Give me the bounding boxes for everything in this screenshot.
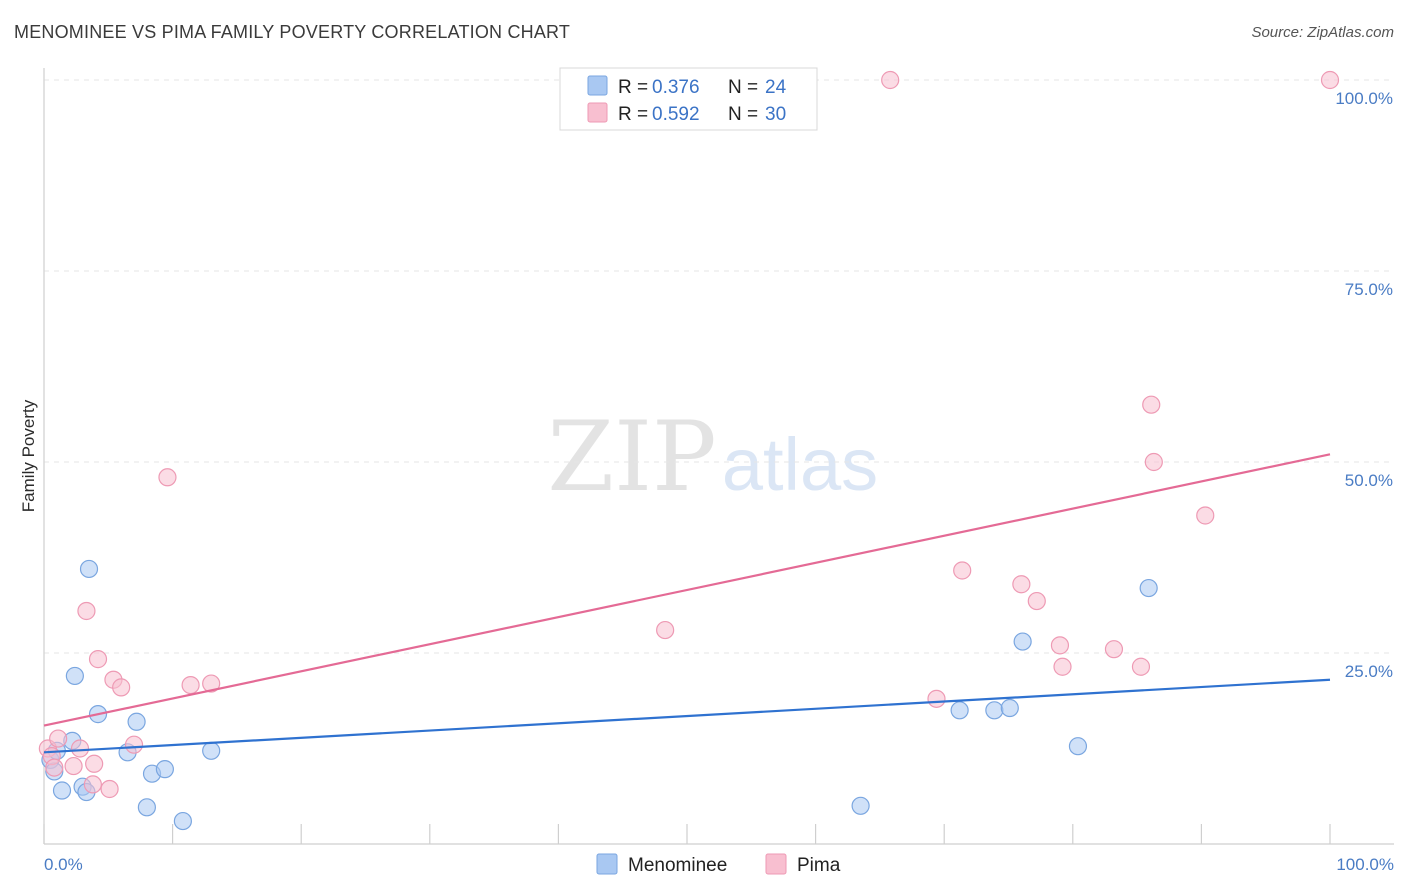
menominee-point-12 xyxy=(137,798,156,817)
y-tick-labels: 25.0% 50.0% 75.0% 100.0% xyxy=(1335,89,1393,681)
menominee-point-23 xyxy=(1139,578,1158,598)
legend-r-label-pima: R = xyxy=(618,104,648,125)
pima-point-28 xyxy=(1144,452,1163,472)
pima-point-3 xyxy=(49,729,68,748)
pima-point-17 xyxy=(656,620,675,640)
pima-point-26 xyxy=(1131,657,1151,676)
pima-point-6 xyxy=(77,601,96,621)
menominee-point-18 xyxy=(950,701,969,720)
y-tick-label-25: 25.0% xyxy=(1345,662,1393,681)
chart-title: MENOMINEE VS PIMA FAMILY POVERTY CORRELA… xyxy=(14,22,571,42)
series-legend: Menominee Pima xyxy=(596,853,841,876)
pima-point-22 xyxy=(1027,591,1046,611)
legend-n-label-pima: N = xyxy=(728,104,758,125)
gridlines xyxy=(44,79,1394,654)
menominee-point-19 xyxy=(985,701,1004,720)
pima-point-14 xyxy=(158,468,177,487)
legend-swatch-pima xyxy=(587,102,608,123)
watermark-atlas: atlas xyxy=(722,423,878,506)
pima-point-5 xyxy=(70,739,90,758)
x-tick-label-100: 100.0% xyxy=(1336,855,1394,874)
pima-point-9 xyxy=(88,650,108,669)
legend-r-label-menominee: R = xyxy=(618,77,648,98)
y-axis-label: Family Poverty xyxy=(19,399,38,512)
pima-point-8 xyxy=(85,754,104,773)
pima-point-18 xyxy=(881,70,900,90)
menominee-point-21 xyxy=(1013,632,1032,651)
pima-point-13 xyxy=(124,735,144,754)
menominee-point-14 xyxy=(155,760,174,779)
pima-points xyxy=(38,70,1340,799)
pima-point-24 xyxy=(1053,657,1072,676)
pima-point-16 xyxy=(202,674,221,693)
trend-lines xyxy=(43,453,1331,754)
pima-point-23 xyxy=(1050,636,1070,655)
legend-n-value-menominee: 24 xyxy=(765,77,787,98)
pima-point-25 xyxy=(1104,640,1124,659)
series-legend-label-pima: Pima xyxy=(797,855,841,876)
menominee-point-5 xyxy=(65,666,84,686)
menominee-trend-line xyxy=(43,678,1331,754)
pima-point-7 xyxy=(83,775,102,794)
menominee-point-22 xyxy=(1068,737,1088,756)
y-tick-label-75: 75.0% xyxy=(1345,280,1393,299)
series-legend-label-menominee: Menominee xyxy=(628,855,727,876)
x-tick-label-0: 0.0% xyxy=(44,855,83,874)
legend-n-label-menominee: N = xyxy=(728,77,758,98)
legend-n-value-pima: 30 xyxy=(765,104,786,125)
menominee-point-20 xyxy=(1000,698,1019,718)
pima-point-27 xyxy=(1142,395,1161,414)
x-tick-marks xyxy=(43,824,1331,844)
pima-point-19 xyxy=(927,689,946,708)
pima-point-15 xyxy=(181,675,200,695)
legend-r-value-menominee: 0.376 xyxy=(652,77,700,98)
menominee-points xyxy=(41,559,1158,831)
pima-point-12 xyxy=(112,678,131,697)
y-tick-label-100: 100.0% xyxy=(1335,89,1393,108)
watermark-zip: ZIP xyxy=(547,401,716,513)
pima-point-2 xyxy=(45,758,64,777)
menominee-point-15 xyxy=(173,811,192,831)
menominee-point-3 xyxy=(52,781,72,800)
menominee-point-17 xyxy=(851,796,870,815)
pima-point-4 xyxy=(64,756,83,776)
series-legend-swatch-pima xyxy=(765,853,787,875)
pima-point-20 xyxy=(953,561,972,580)
pima-trend-line xyxy=(43,453,1331,727)
menominee-point-16 xyxy=(202,741,221,760)
stats-legend: R = 0.376 N = 24 R = 0.592 N = 30 xyxy=(559,67,818,131)
pima-point-29 xyxy=(1196,506,1215,525)
pima-point-21 xyxy=(1012,575,1031,594)
pima-point-30 xyxy=(1320,70,1340,90)
menominee-point-11 xyxy=(127,712,146,731)
legend-r-value-pima: 0.592 xyxy=(652,104,700,125)
legend-swatch-menominee xyxy=(587,75,608,96)
pima-point-10 xyxy=(100,779,119,799)
y-tick-label-50: 50.0% xyxy=(1345,471,1393,490)
series-legend-swatch-menominee xyxy=(596,853,618,875)
menominee-point-8 xyxy=(79,559,99,579)
source-credit: Source: ZipAtlas.com xyxy=(1251,24,1394,41)
